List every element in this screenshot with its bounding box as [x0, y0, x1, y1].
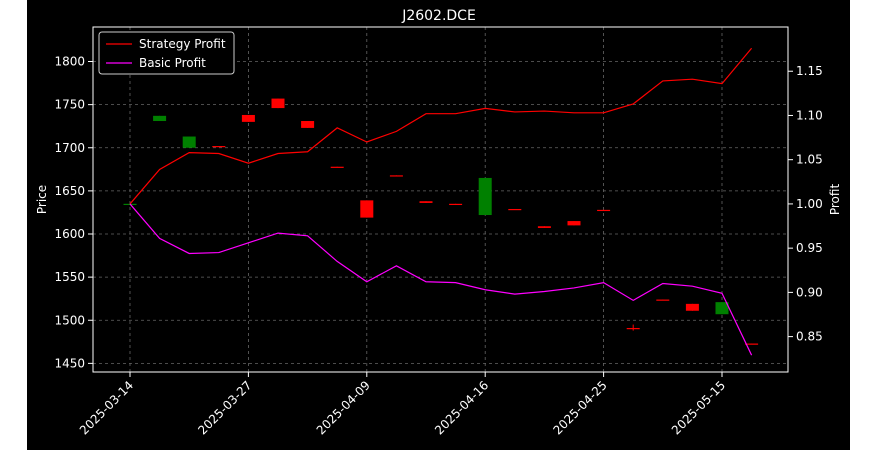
right-y-tick-label: 1.00: [796, 197, 823, 211]
x-tick-label: 2025-05-15: [669, 378, 728, 437]
right-y-tick-label: 1.15: [796, 64, 823, 78]
candle-body: [212, 146, 226, 148]
x-tick-label: 2025-04-09: [314, 378, 373, 437]
candle-body: [656, 299, 670, 301]
candle-body: [182, 136, 196, 148]
legend: Strategy Profit Basic Profit: [98, 31, 235, 75]
candle-body: [626, 328, 640, 330]
candle-body: [597, 209, 611, 212]
chart-title: J2602.DCE: [401, 8, 476, 24]
left-y-tick-label: 1600: [54, 227, 85, 241]
left-y-tick-label: 1550: [54, 270, 85, 284]
candle-body: [360, 200, 374, 218]
grid: [93, 27, 788, 372]
left-y-tick-label: 1750: [54, 98, 85, 112]
profit-lines: [129, 47, 753, 356]
left-y-tick-label: 1800: [54, 55, 85, 69]
candle-body: [271, 98, 285, 109]
candle-body: [745, 343, 759, 345]
basic-profit-line: [129, 203, 753, 356]
candle-body: [537, 226, 551, 228]
strategy-profit-line: [129, 47, 753, 205]
candle-body: [330, 166, 344, 168]
right-y-tick-label: 1.05: [796, 153, 823, 167]
legend-label: Strategy Profit: [139, 37, 226, 51]
figure: J2602.DCE 1450 1500 1550 1600 1650 1700 1750 18…: [27, 0, 850, 450]
candle-body: [241, 114, 255, 122]
candles: [123, 98, 759, 345]
legend-box: [98, 31, 235, 75]
right-y-tick-label: 0.95: [796, 241, 823, 255]
x-tick-label: 2025-03-27: [195, 378, 254, 437]
candle-body: [389, 175, 403, 177]
legend-label: Basic Profit: [139, 56, 206, 70]
right-y-tick-label: 0.90: [796, 285, 823, 299]
left-y-axis-label: Price: [35, 185, 49, 214]
right-y-tick-label: 1.10: [796, 108, 823, 122]
axes-frame: [92, 26, 789, 373]
chart-svg: J2602.DCE 1450 1500 1550 1600 1650 1700 1750 18…: [35, 8, 842, 437]
left-y-tick-label: 1500: [54, 313, 85, 327]
left-y-axis: 1450 1500 1550 1600 1650 1700 1750 1800: [54, 55, 93, 370]
right-y-tick-label: 0.85: [796, 330, 823, 344]
left-y-tick-label: 1650: [54, 184, 85, 198]
right-y-axis-label: Profit: [828, 184, 842, 216]
right-y-axis: 0.85 0.90 0.95 1.00 1.05 1.10 1.15: [788, 64, 823, 344]
x-axis: 2025-03-14 2025-03-27 2025-04-09 2025-04-16…: [77, 372, 728, 437]
candle-body: [301, 121, 315, 128]
x-tick-label: 2025-04-25: [551, 378, 610, 437]
candle-body: [478, 177, 492, 216]
candle-body: [419, 201, 433, 203]
left-y-tick-label: 1700: [54, 141, 85, 155]
candle-body: [685, 303, 699, 311]
candle-body: [715, 302, 729, 315]
candle-body: [567, 221, 581, 226]
candle-body: [508, 208, 522, 211]
x-tick-label: 2025-04-16: [432, 378, 491, 437]
x-tick-label: 2025-03-14: [77, 378, 136, 437]
candle-body: [449, 203, 463, 206]
candle-body: [153, 115, 167, 122]
left-y-tick-label: 1450: [54, 356, 85, 370]
